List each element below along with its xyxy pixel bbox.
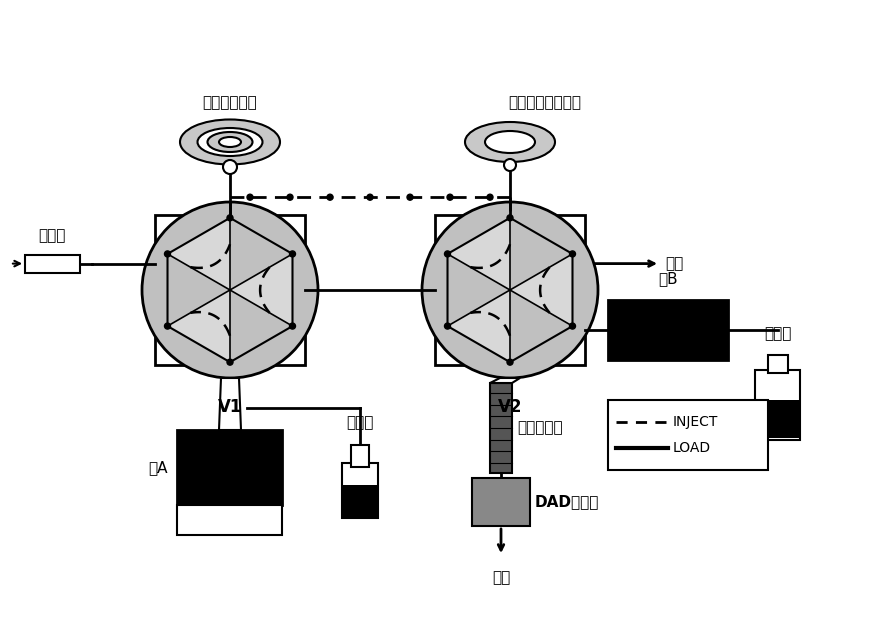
Circle shape	[227, 215, 232, 221]
Text: 泵B: 泵B	[658, 271, 677, 286]
Polygon shape	[510, 254, 572, 326]
Polygon shape	[510, 218, 572, 290]
Bar	[756, 400, 799, 438]
Bar	[489, 383, 511, 473]
Ellipse shape	[197, 128, 262, 156]
Polygon shape	[447, 254, 510, 326]
Circle shape	[422, 202, 597, 378]
Polygon shape	[447, 218, 510, 290]
Circle shape	[569, 251, 574, 257]
Text: 流动相: 流动相	[764, 326, 791, 341]
Circle shape	[326, 194, 332, 200]
Ellipse shape	[484, 131, 534, 153]
Polygon shape	[168, 218, 230, 290]
Circle shape	[487, 194, 493, 200]
Bar	[754, 370, 800, 440]
Circle shape	[506, 359, 512, 365]
Polygon shape	[447, 290, 510, 362]
Bar	[767, 355, 787, 373]
Circle shape	[506, 215, 512, 221]
Circle shape	[287, 194, 293, 200]
Bar	[25, 254, 80, 272]
Bar	[343, 485, 376, 517]
Circle shape	[246, 194, 253, 200]
Bar	[351, 445, 368, 467]
Circle shape	[407, 194, 412, 200]
Polygon shape	[230, 218, 292, 290]
Circle shape	[289, 323, 296, 329]
Circle shape	[444, 251, 450, 257]
Text: DAD检测器: DAD检测器	[534, 494, 599, 509]
Circle shape	[446, 194, 453, 200]
Polygon shape	[168, 290, 230, 362]
Text: V1: V1	[217, 398, 242, 416]
Ellipse shape	[207, 132, 253, 152]
Polygon shape	[218, 378, 240, 430]
Circle shape	[569, 323, 574, 329]
Polygon shape	[230, 254, 292, 326]
Bar	[607, 400, 767, 470]
Text: INJECT: INJECT	[673, 415, 717, 429]
Circle shape	[164, 251, 170, 257]
Text: 废液: 废液	[491, 570, 510, 585]
Text: V2: V2	[497, 398, 522, 416]
Text: 装载液: 装载液	[346, 415, 374, 430]
Polygon shape	[168, 254, 230, 326]
Circle shape	[227, 359, 232, 365]
Polygon shape	[230, 290, 292, 362]
Circle shape	[223, 160, 237, 174]
Bar	[342, 463, 378, 518]
Ellipse shape	[180, 119, 280, 164]
Bar	[472, 478, 530, 526]
Polygon shape	[489, 378, 519, 383]
Text: 泵A: 泵A	[148, 460, 168, 475]
Text: 固相微萨取整体柱: 固相微萨取整体柱	[508, 95, 581, 110]
Bar	[435, 215, 584, 364]
Bar	[177, 505, 282, 535]
Circle shape	[444, 323, 450, 329]
Text: 氨基分析柱: 氨基分析柱	[517, 420, 562, 435]
Bar	[155, 215, 304, 364]
Text: LOAD: LOAD	[673, 441, 710, 455]
Bar	[177, 430, 282, 505]
Circle shape	[142, 202, 317, 378]
Bar	[607, 300, 727, 360]
Polygon shape	[510, 290, 572, 362]
Circle shape	[164, 323, 170, 329]
Circle shape	[289, 251, 296, 257]
Ellipse shape	[465, 122, 554, 162]
Text: 不锈镰定量环: 不锈镰定量环	[203, 95, 257, 110]
Ellipse shape	[218, 137, 240, 147]
Text: 进样器: 进样器	[39, 229, 66, 244]
Text: 废液: 废液	[664, 256, 682, 271]
Circle shape	[503, 159, 516, 171]
Circle shape	[367, 194, 373, 200]
